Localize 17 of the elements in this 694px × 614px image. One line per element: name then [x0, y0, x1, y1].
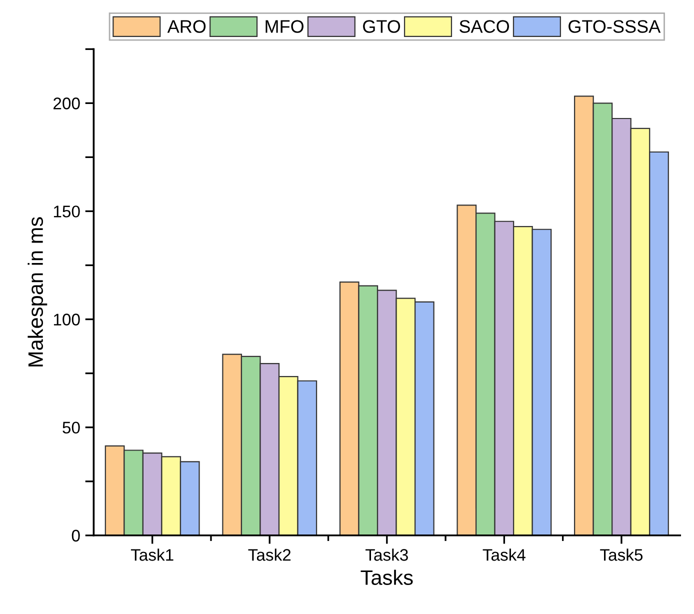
y-tick-label: 100	[54, 314, 80, 326]
y-tick-label: 200	[54, 98, 80, 110]
legend-label: MFO	[266, 20, 304, 33]
x-tick-label: Task1	[130, 548, 174, 561]
x-tick-label: Task3	[366, 548, 408, 561]
legend-label: GTO	[363, 20, 400, 33]
x-tick-label: Task4	[482, 548, 526, 561]
x-axis-title: Tasks	[360, 570, 413, 585]
y-axis-title: Makespan in ms	[28, 217, 48, 366]
y-tick-label: 50	[62, 422, 80, 434]
x-tick-label: Task5	[600, 548, 643, 561]
legend-label: SACO	[460, 20, 510, 33]
y-tick-label: 0	[72, 530, 80, 542]
x-tick-label: Task2	[248, 548, 291, 561]
legend-label: ARO	[167, 20, 206, 33]
legend-label: GTO-SSSA	[568, 20, 661, 33]
y-tick-label: 150	[54, 206, 80, 218]
